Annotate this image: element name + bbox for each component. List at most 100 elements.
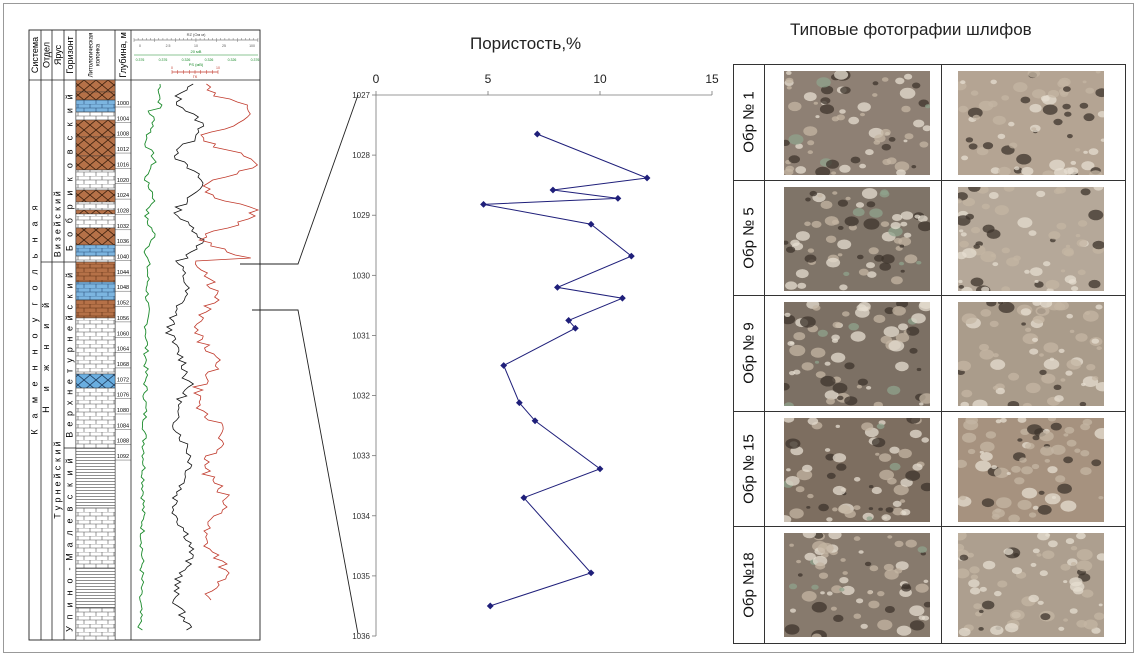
stage-visean-char: е [52, 229, 62, 234]
grain [921, 437, 929, 443]
grain [981, 203, 990, 209]
grain [788, 134, 804, 145]
grain [1040, 445, 1054, 456]
horizon-bobrikovsky-char: о [64, 163, 74, 168]
gk-label: ГК [193, 74, 198, 79]
stage-visean-char: к [52, 207, 62, 211]
series-label-char: ж [41, 365, 51, 371]
grain [1066, 314, 1073, 319]
porosity-series-line [483, 133, 649, 607]
grain [979, 349, 994, 360]
grain [841, 586, 855, 596]
y-tick-label: 1032 [352, 392, 370, 401]
grain [795, 485, 805, 493]
grain [789, 345, 806, 357]
horizon-bobrikovsky-char: о [64, 232, 74, 237]
grain [997, 133, 1006, 140]
grain [958, 568, 970, 579]
sample-label: Обр № 15 [740, 434, 758, 504]
grain [1043, 358, 1060, 370]
grain [837, 395, 844, 401]
grain [1063, 618, 1068, 623]
column-divider [941, 296, 942, 411]
grain [981, 498, 995, 507]
y-tick-label: 1034 [352, 512, 370, 521]
grain [1053, 118, 1063, 126]
grain [979, 450, 984, 454]
grain [1076, 533, 1086, 540]
grain [1030, 266, 1043, 276]
grain [1095, 304, 1103, 310]
grain [1017, 417, 1027, 423]
grain [815, 166, 831, 175]
grain [1013, 553, 1019, 558]
grain [826, 398, 835, 405]
grain [784, 383, 790, 391]
system-label-char: К [29, 429, 39, 435]
grain [839, 283, 848, 290]
grain [1036, 190, 1046, 197]
depth-label: 1068 [117, 362, 129, 368]
grain [1005, 623, 1019, 633]
grain [832, 190, 838, 195]
grain [919, 141, 929, 148]
system-label-char: у [29, 317, 39, 322]
grain [994, 591, 1002, 597]
grain [879, 453, 892, 462]
grain [1020, 308, 1032, 316]
y-tick-label: 1035 [352, 572, 370, 581]
grain [864, 562, 872, 567]
grain [978, 627, 984, 632]
grain [919, 402, 924, 406]
log-column-header: Горизонт [65, 36, 75, 73]
thin-section-photo-crossed [784, 533, 930, 638]
grain [1077, 219, 1088, 227]
stage-tournaisian-char: к [52, 458, 62, 462]
grain [1069, 577, 1083, 587]
grain [959, 554, 969, 561]
grain [1063, 432, 1069, 437]
grain [820, 200, 833, 209]
grain [1064, 111, 1072, 117]
grain [990, 625, 1004, 636]
grain [857, 254, 864, 259]
series-label-char: н [41, 345, 51, 350]
porosity-chart: 0 5 10 15 1027 1028 1029 1030 1031 1032 1033 1034 10… [352, 72, 719, 641]
grain [861, 306, 869, 312]
grain [807, 417, 819, 425]
grain [1058, 627, 1065, 632]
grain [967, 448, 976, 454]
grain [1080, 423, 1091, 431]
grain [904, 133, 914, 140]
grain [817, 193, 823, 198]
grain [905, 539, 917, 548]
depth-label: 1040 [117, 255, 129, 261]
grain [831, 116, 840, 122]
grain [1079, 102, 1089, 109]
stage-tournaisian-char: р [52, 497, 62, 502]
grain [916, 368, 922, 372]
grain [958, 544, 965, 552]
grain [969, 566, 980, 574]
grain [1013, 82, 1028, 93]
ps-range: 20 мВ [191, 49, 202, 54]
sample-label: Обр № 9 [740, 322, 758, 385]
grain [813, 101, 818, 105]
grain [898, 261, 905, 265]
grain [985, 430, 997, 439]
grain [890, 221, 901, 229]
rz-tick-label: 0 [139, 44, 141, 48]
grain [920, 482, 930, 492]
grain [1070, 562, 1077, 567]
grain [826, 159, 839, 169]
grain [909, 620, 925, 631]
grain [885, 506, 894, 513]
x-tick-label: 5 [485, 72, 492, 86]
horizon-upino-malevsky-char: и [64, 470, 74, 475]
grain [839, 109, 846, 114]
grain [868, 506, 874, 510]
grain [1088, 209, 1104, 220]
grain [958, 628, 971, 637]
horizon-upino-malevsky-char: - [64, 568, 74, 571]
grain [876, 423, 885, 429]
